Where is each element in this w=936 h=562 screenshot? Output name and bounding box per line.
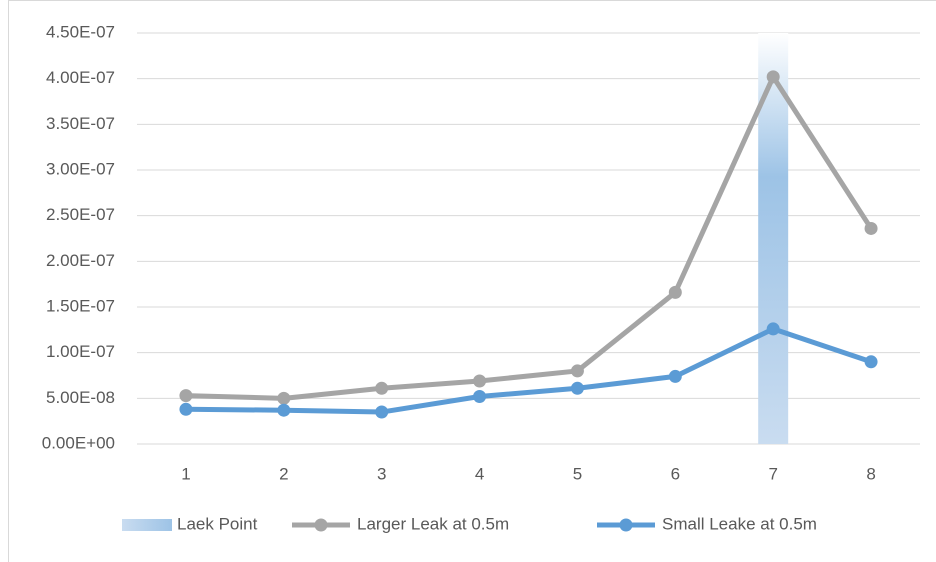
point xyxy=(864,355,878,369)
legend-label: Larger Leak at 0.5m xyxy=(357,514,509,533)
y-tick-label: 4.50E-07 xyxy=(46,22,115,41)
point xyxy=(277,403,291,417)
x-tick-label: 5 xyxy=(573,464,582,483)
x-tick-label: 8 xyxy=(866,464,875,483)
y-tick-label: 1.50E-07 xyxy=(46,296,115,315)
x-tick-label: 4 xyxy=(475,464,484,483)
x-tick-label: 6 xyxy=(671,464,680,483)
point xyxy=(473,374,487,388)
y-tick-label: 4.00E-07 xyxy=(46,68,115,87)
x-tick-label: 3 xyxy=(377,464,386,483)
legend-label: Laek Point xyxy=(177,514,258,533)
point xyxy=(570,381,584,395)
y-tick-label: 0.00E+00 xyxy=(42,433,115,452)
x-tick-label: 2 xyxy=(279,464,288,483)
x-tick-label: 7 xyxy=(768,464,777,483)
point xyxy=(277,391,291,405)
y-tick-label: 1.00E-07 xyxy=(46,342,115,361)
legend-key xyxy=(122,519,172,531)
point xyxy=(766,70,780,84)
point xyxy=(668,369,682,383)
series-line xyxy=(185,74,874,401)
y-tick-label: 5.00E-08 xyxy=(46,388,115,407)
point xyxy=(375,381,389,395)
point xyxy=(570,364,584,378)
y-tick-label: 3.00E-07 xyxy=(46,159,115,178)
point xyxy=(179,402,193,416)
point xyxy=(766,322,780,336)
legend-label: Small Leake at 0.5m xyxy=(662,514,817,533)
y-tick-label: 3.50E-07 xyxy=(46,114,115,133)
series-line xyxy=(185,326,872,415)
point xyxy=(179,389,193,403)
chart-border xyxy=(8,0,936,562)
y-tick-label: 2.00E-07 xyxy=(46,251,115,270)
point xyxy=(668,285,682,299)
point xyxy=(375,405,389,419)
legend-key-marker xyxy=(314,518,328,532)
legend-key-marker xyxy=(619,518,633,532)
y-tick-label: 2.50E-07 xyxy=(46,205,115,224)
point xyxy=(864,221,878,235)
x-tick-label: 1 xyxy=(181,464,190,483)
point xyxy=(473,390,487,404)
